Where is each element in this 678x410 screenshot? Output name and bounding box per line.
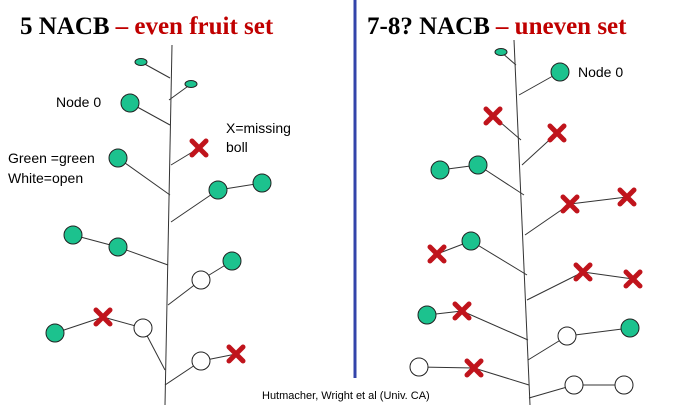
- open-boll: [191, 270, 211, 290]
- green-boll: [63, 225, 83, 245]
- green-boll: [208, 180, 228, 200]
- missing-mark: [189, 138, 209, 158]
- node-label: Node 0: [578, 64, 623, 80]
- title-main: 7-8? NACB: [367, 13, 490, 40]
- green-boll: [252, 173, 272, 193]
- green-boll: [461, 231, 481, 251]
- open-boll: [557, 326, 577, 346]
- missing-label: X=missing: [226, 120, 291, 136]
- missing-mark: [464, 358, 484, 378]
- open-boll: [133, 318, 153, 338]
- stem: [164, 44, 173, 406]
- open-boll: [564, 375, 584, 395]
- title-sub: – even fruit set: [115, 13, 274, 40]
- missing-mark: [483, 106, 503, 126]
- legend-label: White=open: [8, 170, 83, 186]
- branch: [526, 271, 584, 301]
- green-boll: [430, 160, 450, 180]
- branch: [117, 157, 171, 196]
- title-main: 5 NACB: [20, 13, 110, 40]
- node-label: Node 0: [56, 94, 101, 110]
- green-boll: [120, 93, 140, 113]
- branch: [473, 367, 530, 386]
- left-title: 5 NACB – even fruit set: [20, 13, 274, 40]
- open-boll: [409, 357, 429, 377]
- green-boll: [620, 318, 640, 338]
- green-boll: [108, 237, 128, 257]
- leaf: [494, 48, 508, 56]
- credit: Hutmacher, Wright et al (Univ. CA): [262, 390, 430, 402]
- green-boll: [417, 305, 437, 325]
- green-boll: [45, 323, 65, 343]
- open-boll: [191, 351, 211, 371]
- stem: [513, 39, 531, 406]
- green-boll: [550, 62, 570, 82]
- missing-mark: [617, 187, 637, 207]
- missing-mark: [452, 301, 472, 321]
- missing-mark: [623, 269, 643, 289]
- branch: [566, 327, 631, 337]
- right-title: 7-8? NACB – uneven set: [367, 13, 627, 40]
- green-boll: [222, 251, 242, 271]
- missing-label: boll: [226, 139, 248, 155]
- green-boll: [468, 155, 488, 175]
- title-sub: – uneven set: [495, 13, 627, 40]
- missing-mark: [226, 344, 246, 364]
- missing-mark: [547, 123, 567, 143]
- branch: [569, 196, 628, 205]
- green-boll: [108, 148, 128, 168]
- leaf: [184, 80, 198, 88]
- missing-mark: [573, 262, 593, 282]
- open-boll: [614, 375, 634, 395]
- missing-mark: [93, 307, 113, 327]
- branch: [461, 310, 529, 341]
- branch: [470, 240, 528, 276]
- missing-mark: [427, 244, 447, 264]
- missing-mark: [560, 194, 580, 214]
- legend-label: Green =green: [8, 150, 95, 166]
- leaf: [134, 58, 148, 66]
- branch: [582, 271, 634, 280]
